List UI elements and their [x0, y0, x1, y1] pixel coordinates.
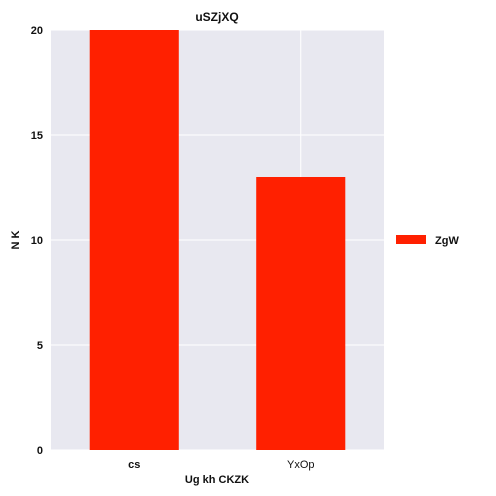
y-tick-label: 20 — [31, 25, 43, 37]
y-tick-label: 10 — [31, 235, 43, 247]
bar-cs — [89, 30, 179, 450]
x-axis-ticks: cs YxOp — [128, 459, 314, 471]
x-tick-label: cs — [128, 459, 140, 471]
legend-label: ZgW — [435, 235, 459, 247]
x-tick-label: YxOp — [287, 459, 315, 471]
x-axis-label: Ug kh CKZK — [185, 474, 249, 486]
y-tick-label: 5 — [37, 340, 43, 352]
chart-title: uSZjXQ — [195, 10, 238, 24]
y-tick-label: 0 — [37, 445, 43, 457]
y-tick-label: 15 — [31, 130, 43, 142]
bar-yxop — [256, 177, 346, 450]
y-axis-label: N K — [10, 230, 22, 249]
y-axis-ticks: 0 5 10 15 20 — [31, 25, 43, 457]
bars — [89, 30, 346, 450]
legend: ZgW — [396, 235, 459, 247]
legend-swatch — [396, 235, 426, 244]
